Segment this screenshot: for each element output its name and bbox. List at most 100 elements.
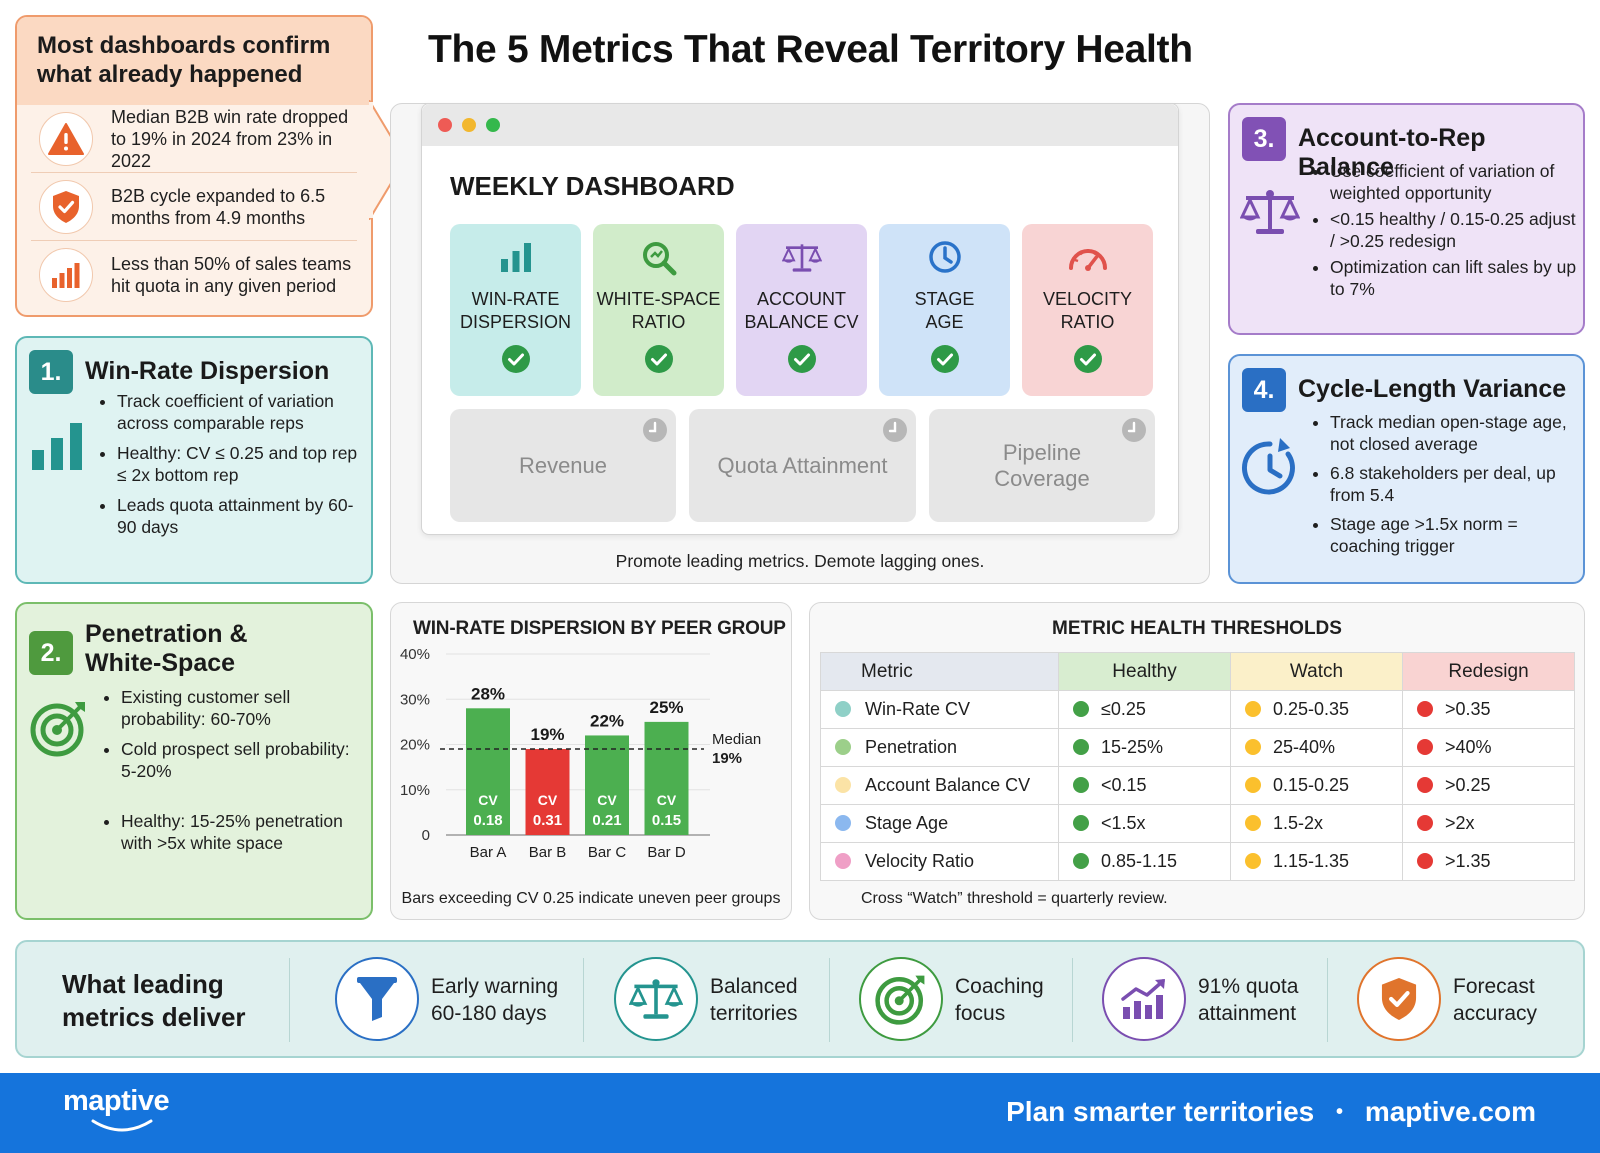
metric-card-penetration: 2. Penetration & White-Space Existing cu… — [15, 602, 373, 920]
watch-cell: 1.15-1.35 — [1230, 842, 1403, 881]
bar-value-label: 25% — [649, 698, 683, 717]
dashboard-caption: Promote leading metrics. Demote lagging … — [615, 551, 985, 571]
status-dot-icon — [1417, 739, 1433, 755]
bar-cv-prefix: CV — [478, 792, 498, 808]
status-dot-icon — [1073, 739, 1089, 755]
metric-cell: Velocity Ratio — [820, 842, 1059, 881]
benefits-title: What leading metrics deliver — [62, 968, 246, 1034]
cell-value: >0.25 — [1445, 775, 1491, 795]
thresholds-title: METRIC HEALTH THRESHOLDS — [1052, 618, 1342, 639]
tile-label: BALANCE CV — [744, 312, 859, 332]
chart-caption: Bars exceeding CV 0.25 indicate uneven p… — [401, 890, 781, 907]
card-bullets: Existing customer sell probability: 60-7… — [103, 686, 365, 862]
website-link[interactable]: maptive.com — [1364, 1096, 1536, 1127]
benefit-text: 91% quota attainment — [1198, 973, 1298, 1027]
tile-label: WHITE-SPACE — [596, 289, 721, 309]
cell-value: 1.15-1.35 — [1273, 851, 1350, 871]
lagging-tile-quota[interactable]: Quota Attainment — [689, 409, 916, 522]
leading-tile-account-balance[interactable]: ACCOUNT BALANCE CV — [736, 224, 867, 396]
benefit-text: Forecast accuracy — [1453, 973, 1537, 1027]
bar-value-label: 22% — [590, 711, 624, 730]
watch-cell: 0.25-0.35 — [1230, 690, 1403, 729]
status-dot-icon — [835, 701, 851, 717]
target-icon — [859, 957, 943, 1041]
leading-tile-win-rate[interactable]: WIN-RATE DISPERSION — [450, 224, 581, 396]
shield-check-icon — [1357, 957, 1441, 1041]
healthy-cell: 0.85-1.15 — [1058, 842, 1231, 881]
bar-cv-label: 0.31 — [533, 812, 562, 829]
benefit-text: Balanced territories — [710, 973, 798, 1027]
thresholds-table: Metric Healthy Watch Redesign Win-Rate C… — [820, 652, 1575, 881]
benefit-text: Early warning 60-180 days — [431, 973, 558, 1027]
maximize-window-icon[interactable] — [486, 118, 500, 132]
table-row: Account Balance CV <0.15 0.15-0.25 >0.25 — [820, 766, 1575, 805]
check-circle-icon — [644, 345, 673, 373]
x-tick-label: Bar D — [647, 844, 686, 861]
table-row: Win-Rate CV ≤0.25 0.25-0.35 >0.35 — [820, 690, 1575, 729]
scale-icon — [1240, 190, 1300, 234]
status-dot-icon — [1417, 701, 1433, 717]
cell-value: 25-40% — [1273, 737, 1336, 757]
bar-cv-label: 0.15 — [652, 812, 681, 829]
divider — [1327, 958, 1328, 1042]
metric-cell: Stage Age — [820, 804, 1059, 843]
table-header: Healthy — [1058, 652, 1231, 691]
gauge-icon — [1068, 249, 1107, 271]
x-tick-label: Bar A — [470, 844, 507, 861]
window-titlebar — [422, 104, 1178, 146]
table-header: Watch — [1230, 652, 1403, 691]
cell-value: Account Balance CV — [865, 775, 1031, 795]
warning-item: Median B2B win rate dropped to 19% in 20… — [31, 105, 357, 173]
benefit-line: 60-180 days — [431, 1002, 547, 1025]
lagging-label: Revenue — [518, 452, 608, 478]
redesign-cell: >0.35 — [1402, 690, 1575, 729]
tile-label: RATIO — [631, 312, 686, 332]
maptive-logo[interactable]: maptive — [63, 1085, 170, 1132]
cell-value: >2x — [1445, 813, 1475, 833]
target-icon — [30, 702, 85, 757]
bar — [585, 735, 629, 835]
card-bullets: Track median open-stage age, not closed … — [1312, 411, 1582, 565]
redesign-cell: >0.25 — [1402, 766, 1575, 805]
page-title: The 5 Metrics That Reveal Territory Heal… — [428, 28, 1193, 71]
benefits-strip — [15, 940, 1585, 1058]
bar-chart-icon — [39, 248, 93, 302]
clock-icon — [643, 418, 667, 442]
bar-value-label: 19% — [530, 725, 564, 744]
logo-text: maptive — [63, 1085, 170, 1117]
median-value-label: 19% — [712, 750, 742, 767]
table-row: Stage Age <1.5x 1.5-2x >2x — [820, 804, 1575, 843]
status-dot-icon — [1073, 853, 1089, 869]
cell-value: 0.25-0.35 — [1273, 699, 1350, 719]
benefit-line: attainment — [1198, 1002, 1297, 1025]
status-dot-icon — [1245, 777, 1261, 793]
lagging-tile-pipeline[interactable]: Pipeline Coverage — [929, 409, 1155, 522]
benefit-line: Forecast — [1453, 975, 1535, 998]
close-window-icon[interactable] — [438, 118, 452, 132]
leading-tile-stage-age[interactable]: STAGE AGE — [879, 224, 1010, 396]
warning-heading: Most dashboards confirm what already hap… — [17, 17, 371, 105]
divider — [1072, 958, 1073, 1042]
benefit-line: accuracy — [1453, 1002, 1538, 1025]
status-dot-icon — [835, 815, 851, 831]
warning-item-text: B2B cycle expanded to 6.5 months from 4.… — [111, 185, 326, 228]
card-bullet: <0.15 healthy / 0.15-0.25 adjust / >0.25… — [1330, 208, 1580, 252]
table-header: Redesign — [1402, 652, 1575, 691]
funnel-icon — [335, 957, 419, 1041]
tile-label: WIN-RATE — [471, 289, 560, 309]
leading-tile-white-space[interactable]: WHITE-SPACE RATIO — [593, 224, 724, 396]
footer-tagline: Plan smarter territories • maptive.com — [1006, 1096, 1536, 1128]
cell-value: Win-Rate CV — [865, 699, 971, 719]
leading-tile-velocity[interactable]: VELOCITY RATIO — [1022, 224, 1153, 396]
cell-value: <0.15 — [1101, 775, 1147, 795]
benefits-title-line: metrics deliver — [62, 1002, 246, 1032]
growth-chart-icon — [1102, 957, 1186, 1041]
tile-label: VELOCITY — [1042, 289, 1133, 309]
minimize-window-icon[interactable] — [462, 118, 476, 132]
status-dot-icon — [1245, 739, 1261, 755]
lagging-tile-revenue[interactable]: Revenue — [450, 409, 676, 522]
logo-swoosh-icon — [91, 1119, 153, 1132]
bar-cv-label: 0.21 — [592, 812, 621, 829]
bar — [466, 708, 510, 835]
benefit-line: Early warning — [431, 975, 559, 998]
